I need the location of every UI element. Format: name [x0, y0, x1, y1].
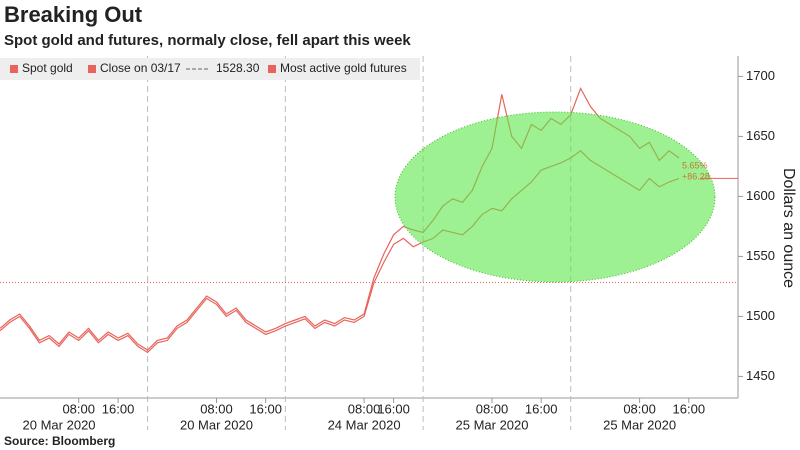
y-tick-label: 1500 — [746, 308, 775, 323]
y-tick-label: 1600 — [746, 188, 775, 203]
legend-label: 1528.30 — [216, 61, 260, 75]
x-tick-label: 16:00 — [249, 401, 282, 416]
x-tick-label: 08:00 — [62, 401, 95, 416]
x-tick-label: 08:00 — [623, 401, 656, 416]
y-tick-label: 1450 — [746, 368, 775, 383]
x-tick-label: 16:00 — [102, 401, 135, 416]
y-axis-label: Dollars an ounce — [780, 168, 797, 288]
legend-label: Close on 03/17 — [100, 61, 181, 75]
x-date-label: 25 Mar 2020 — [603, 417, 676, 432]
legend-swatch — [10, 65, 18, 73]
legend-label: Spot gold — [22, 61, 73, 75]
source: Source: Bloomberg — [4, 434, 115, 448]
x-date-label: 20 Mar 2020 — [23, 417, 96, 432]
y-tick-label: 1700 — [746, 68, 775, 83]
x-date-label: 24 Mar 2020 — [328, 417, 401, 432]
x-tick-label: 16:00 — [377, 401, 410, 416]
legend-label: Most active gold futures — [280, 61, 407, 75]
x-tick-label: 08:00 — [348, 401, 381, 416]
y-tick-label: 1650 — [746, 128, 775, 143]
legend-swatch — [268, 65, 276, 73]
chart-subtitle: Spot gold and futures, normaly close, fe… — [4, 32, 411, 49]
x-date-label: 25 Mar 2020 — [456, 417, 529, 432]
chart-title: Breaking Out — [4, 2, 143, 27]
y-tick-label: 1550 — [746, 248, 775, 263]
legend-swatch — [88, 65, 96, 73]
annotation: 5.65% — [682, 160, 708, 170]
x-tick-label: 08:00 — [200, 401, 233, 416]
x-tick-label: 16:00 — [673, 401, 706, 416]
legend-box — [0, 58, 420, 80]
annotation: +86.28 — [682, 171, 710, 181]
x-date-label: 20 Mar 2020 — [180, 417, 253, 432]
x-tick-label: 16:00 — [525, 401, 558, 416]
x-tick-label: 08:00 — [476, 401, 509, 416]
highlight-ellipse — [394, 111, 716, 283]
legend: Spot gold Close on 03/17 1528.30 Most ac… — [0, 58, 420, 80]
